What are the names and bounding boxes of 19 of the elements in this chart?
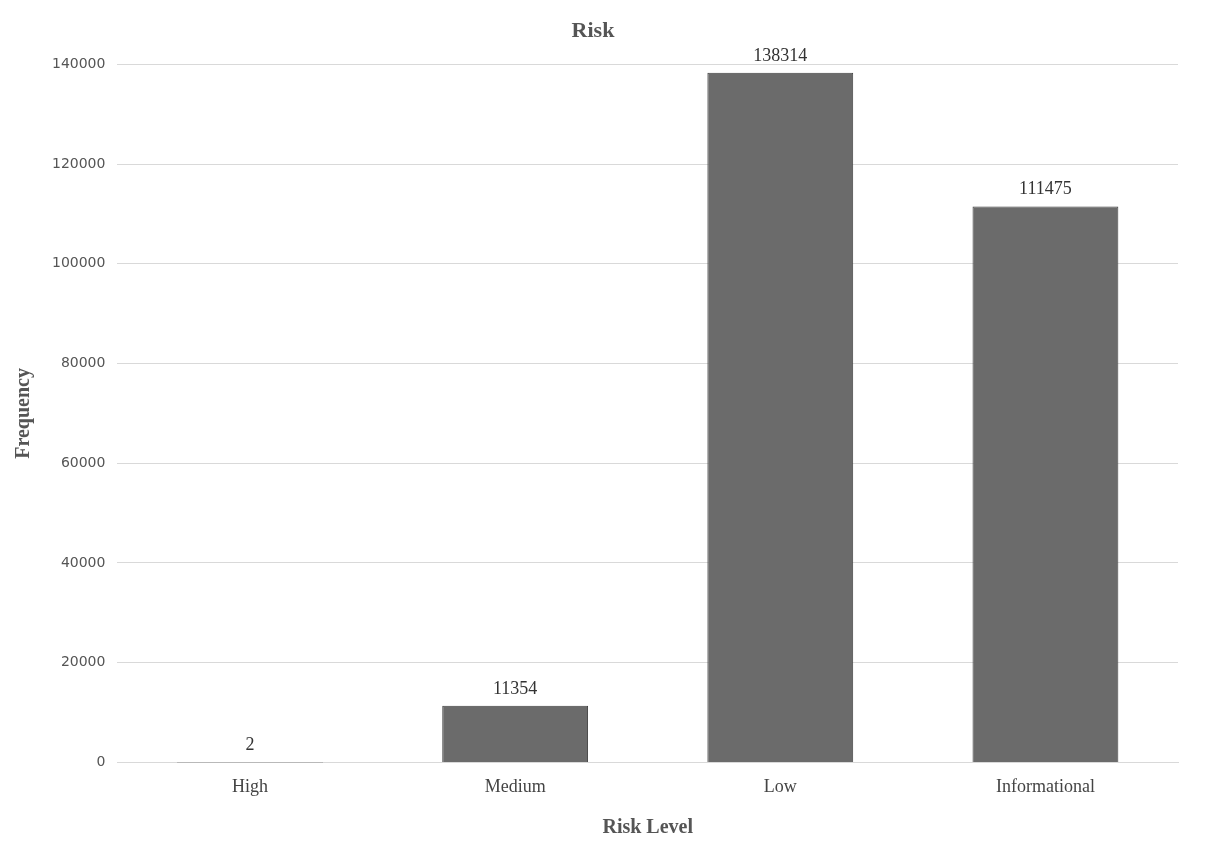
y-axis-title: Frequency	[11, 368, 35, 459]
x-axis-title: Risk Level	[602, 815, 694, 838]
y-tick-label: 60000	[60, 453, 106, 470]
y-tick-label: 120000	[51, 154, 106, 171]
x-tick-label: Low	[763, 775, 797, 796]
data-label: 2	[245, 734, 255, 755]
data-label: 138314	[753, 44, 808, 65]
y-tick-label: 0	[96, 753, 106, 770]
x-tick-label: High	[232, 775, 269, 796]
x-tick-label: Informational	[995, 775, 1095, 796]
y-tick-label: 20000	[60, 653, 106, 670]
chart-title: Risk	[571, 16, 616, 42]
y-tick-label: 140000	[51, 55, 106, 72]
y-tick-label: 80000	[60, 354, 106, 371]
x-tick-label: Medium	[484, 775, 546, 796]
y-tick-label: 100000	[51, 254, 106, 271]
data-label: 11354	[492, 677, 538, 698]
y-tick-label: 40000	[60, 553, 106, 570]
data-label: 111475	[1019, 178, 1072, 199]
